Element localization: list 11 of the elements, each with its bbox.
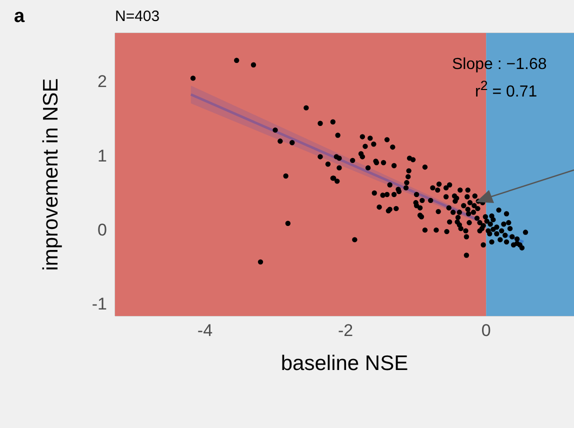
x-tick-label: 0 [481, 321, 491, 340]
chart-title: N=403 [115, 8, 160, 25]
x-tick-label: -4 [197, 321, 213, 340]
y-tick-label: 2 [98, 72, 107, 92]
y-tick-label: -1 [92, 294, 107, 314]
y-tick-label: 0 [98, 220, 107, 240]
x-tick-label: -2 [338, 321, 354, 340]
text: a [14, 6, 25, 28]
y-tick-label: 1 [98, 146, 107, 166]
x-axis-title: baseline NSE [280, 352, 408, 375]
y-axis-title: improvement in NSE [39, 78, 62, 271]
